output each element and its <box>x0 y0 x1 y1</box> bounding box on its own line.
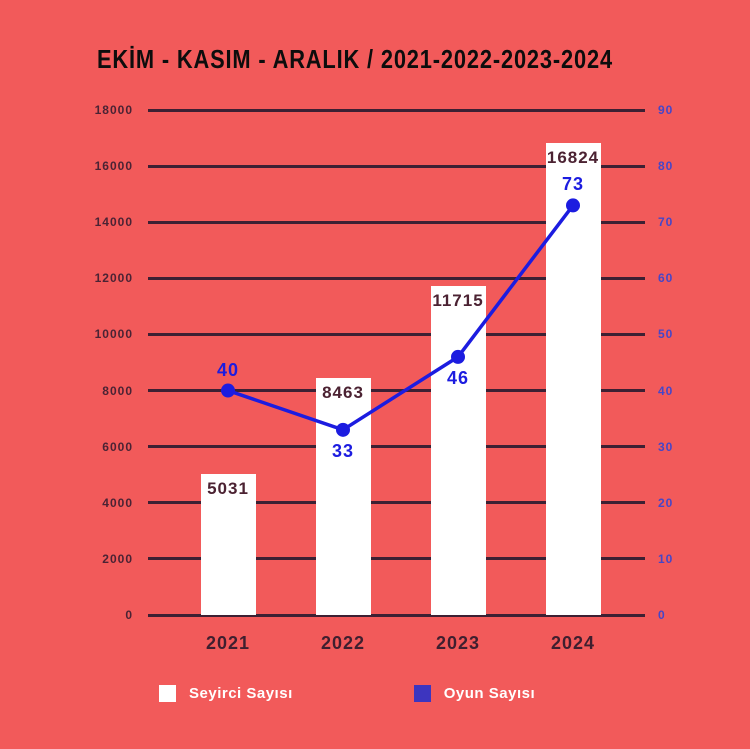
oyun-sayisi-line-chart <box>221 198 580 437</box>
legend-item-seyirci-sayisi: Seyirci Sayısı <box>159 685 293 702</box>
legend: Seyirci Sayısı Oyun Sayısı <box>159 685 535 702</box>
left-axis-tick-label: 6000 <box>102 439 133 454</box>
bar-value-label: 16824 <box>546 147 600 167</box>
gridline <box>148 445 645 449</box>
plot-area: 18000 90 16000 80 14000 70 12000 60 10000 50 8000 4… <box>95 103 673 653</box>
legend-item-oyun-sayisi: Oyun Sayısı <box>413 685 536 702</box>
gridline <box>148 332 645 336</box>
left-axis-tick-label: 10000 <box>94 327 133 342</box>
right-axis-tick-label: 40 <box>658 383 674 398</box>
legend-label-oyun-sayisi: Oyun Sayısı <box>443 685 536 702</box>
gridline <box>148 164 645 168</box>
gridline <box>148 108 645 112</box>
left-axis-tick-label: 4000 <box>102 495 133 510</box>
left-axis-tick-label: 8000 <box>102 383 133 398</box>
point-value-label: 73 <box>561 174 585 195</box>
x-axis-label: 2021 <box>205 633 251 653</box>
left-axis-tick-label: 18000 <box>94 103 133 117</box>
left-axis-tick-label: 12000 <box>94 271 133 286</box>
right-axis-tick-label: 50 <box>658 327 674 342</box>
bar-value-label: 8463 <box>322 382 364 402</box>
bar-seyirci-sayisi: 16824 <box>545 142 601 615</box>
bar-value-label: 11715 <box>432 291 484 311</box>
right-axis-tick-label: 90 <box>658 103 674 117</box>
left-axis-tick-label: 2000 <box>102 551 133 566</box>
right-axis-tick-label: 0 <box>658 608 666 622</box>
bar-value-label: 5031 <box>207 478 249 498</box>
point-value-label: 40 <box>216 359 240 380</box>
line-path <box>227 204 575 432</box>
right-axis-tick-label: 80 <box>658 159 674 174</box>
right-axis-tick-label: 60 <box>658 271 674 286</box>
left-axis-tick-label: 0 <box>125 608 133 622</box>
chart-title: EKİM - KASIM - ARALIK / 2021-2022-2023-2… <box>97 44 613 74</box>
gridline <box>148 613 645 617</box>
gridline <box>148 557 645 561</box>
gridline <box>148 220 645 224</box>
gridline <box>148 389 645 393</box>
line-point <box>336 422 350 437</box>
line-point <box>451 349 465 364</box>
bar-series-swatch-icon <box>159 685 176 702</box>
bar-seyirci-sayisi: 5031 <box>200 473 256 615</box>
line-series-swatch-icon <box>413 685 431 702</box>
x-axis-label: 2024 <box>550 633 596 653</box>
left-axis-tick-label: 14000 <box>94 215 133 230</box>
point-value-label: 33 <box>331 440 355 461</box>
gridline <box>148 501 645 505</box>
right-axis-tick-label: 10 <box>658 551 674 566</box>
right-axis-tick-label: 20 <box>658 495 674 510</box>
right-axis-tick-label: 70 <box>658 215 674 230</box>
legend-label-seyirci-sayisi: Seyirci Sayısı <box>189 685 293 702</box>
right-axis-tick-label: 30 <box>658 439 674 454</box>
gridline <box>148 276 645 280</box>
left-axis-tick-label: 16000 <box>94 159 133 174</box>
x-axis-label: 2022 <box>320 633 366 653</box>
x-axis-label: 2023 <box>435 633 481 653</box>
line-point <box>566 198 580 213</box>
point-value-label: 46 <box>446 367 470 388</box>
line-point <box>221 383 235 398</box>
bar-seyirci-sayisi: 11715 <box>430 286 486 615</box>
